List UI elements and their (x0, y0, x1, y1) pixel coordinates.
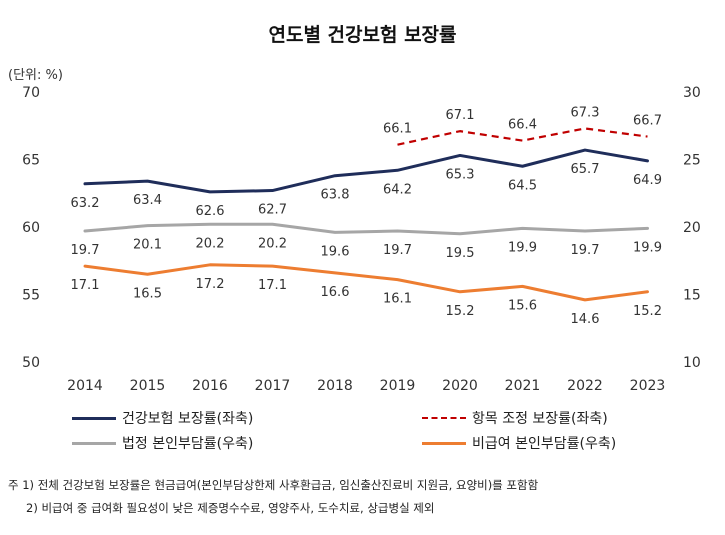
y-tick-left: 70 (22, 85, 40, 101)
x-tick: 2022 (567, 378, 603, 394)
legend-label: 건강보험 보장률(좌축) (122, 411, 254, 427)
legend-swatch (72, 441, 116, 445)
series-line-1 (397, 127, 648, 146)
y-tick-left: 50 (22, 355, 40, 371)
x-tick: 2019 (380, 378, 416, 394)
data-label: 67.3 (571, 105, 600, 120)
legend-label: 법정 본인부담률(우축) (122, 436, 254, 452)
legend-item-noncovered-rate: 비급여 본인부담률(우축) (422, 433, 616, 453)
unit-label: (단위: %) (8, 68, 63, 83)
legend-item-adjusted-rate: 항목 조정 보장률(좌축) (422, 408, 608, 428)
data-label: 64.5 (508, 178, 537, 193)
series-line-0 (83, 148, 649, 194)
line-chart: 50 55 60 65 70 10 15 20 25 30 2014 2015 2016 2017 2018… (22, 85, 701, 394)
y-tick-right: 20 (683, 220, 701, 236)
data-label: 16.6 (321, 285, 350, 300)
x-tick: 2017 (255, 378, 291, 394)
legend-swatch (422, 441, 466, 445)
x-tick: 2016 (192, 378, 228, 394)
data-label: 17.2 (196, 277, 225, 292)
legend-swatch (422, 417, 466, 419)
data-label: 15.2 (446, 304, 475, 319)
data-label: 62.7 (258, 203, 287, 218)
series-line-3 (83, 263, 649, 302)
legend-swatch (72, 416, 116, 420)
data-label: 16.5 (133, 286, 162, 301)
data-label: 19.6 (321, 244, 350, 259)
data-label: 20.2 (196, 236, 225, 251)
x-tick: 2023 (630, 378, 666, 394)
data-label: 16.1 (383, 292, 412, 307)
data-label: 66.4 (508, 118, 537, 133)
y-tick-right: 25 (683, 153, 701, 169)
data-label: 65.3 (446, 167, 475, 182)
data-label: 19.5 (446, 246, 475, 261)
data-label: 66.7 (633, 114, 662, 129)
footnotes: 주 1) 전체 건강보험 보장률은 현금급여(본인부담상한제 사후환급금, 임신… (8, 474, 538, 520)
x-tick: 2014 (67, 378, 103, 394)
y-tick-left: 55 (22, 288, 40, 304)
data-label: 63.2 (71, 196, 100, 211)
data-label: 19.9 (508, 240, 537, 255)
x-tick: 2021 (505, 378, 541, 394)
x-tick: 2020 (442, 378, 478, 394)
legend-item-statutory-rate: 법정 본인부담률(우축) (72, 433, 253, 453)
legend-item-coverage-rate: 건강보험 보장률(좌축) (72, 408, 253, 428)
legend-label: 비급여 본인부담률(우축) (472, 436, 617, 452)
data-label: 17.1 (71, 278, 100, 293)
footnote-1: 주 1) 전체 건강보험 보장률은 현금급여(본인부담상한제 사후환급금, 임신… (8, 478, 539, 492)
footnote-2: 2) 비급여 중 급여화 필요성이 낮은 제증명수수료, 영양주사, 도수치료,… (26, 501, 435, 515)
y-tick-right: 15 (683, 288, 701, 304)
data-label: 19.7 (571, 243, 600, 258)
data-label: 15.6 (508, 298, 537, 313)
y-tick-left: 65 (22, 153, 40, 169)
data-label: 63.8 (321, 188, 350, 203)
data-label: 63.4 (133, 193, 162, 208)
y-tick-right: 10 (683, 355, 701, 371)
data-label: 19.9 (633, 240, 662, 255)
data-label: 19.7 (71, 243, 100, 258)
data-label: 20.2 (258, 236, 287, 251)
data-label: 19.7 (383, 243, 412, 258)
data-label: 14.6 (571, 312, 600, 327)
data-label: 67.1 (446, 108, 475, 123)
data-label: 62.6 (196, 204, 225, 219)
legend-label: 항목 조정 보장률(좌축) (472, 411, 608, 427)
data-label: 66.1 (383, 122, 412, 137)
y-tick-right: 30 (683, 85, 701, 101)
data-label: 20.1 (133, 238, 162, 253)
data-label: 17.1 (258, 278, 287, 293)
x-tick: 2015 (130, 378, 166, 394)
data-label: 65.7 (571, 162, 600, 177)
chart-title: 연도별 건강보험 보장률 (268, 24, 457, 46)
data-label: 15.2 (633, 304, 662, 319)
series-line-2 (83, 222, 649, 236)
x-tick: 2018 (317, 378, 353, 394)
y-tick-left: 60 (22, 220, 40, 236)
data-label: 64.2 (383, 182, 412, 197)
data-label: 64.9 (633, 173, 662, 188)
